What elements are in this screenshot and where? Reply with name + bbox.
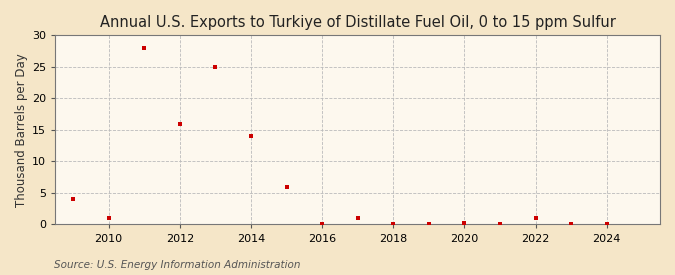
Point [281, 185, 292, 189]
Point [210, 65, 221, 69]
Point [566, 221, 576, 226]
Text: Source: U.S. Energy Information Administration: Source: U.S. Energy Information Administ… [54, 260, 300, 270]
Point [103, 216, 114, 220]
Point [601, 221, 612, 226]
Point [246, 134, 256, 138]
Point [139, 46, 150, 50]
Point [495, 221, 506, 226]
Point [317, 221, 327, 226]
Point [423, 221, 434, 226]
Point [352, 216, 363, 220]
Y-axis label: Thousand Barrels per Day: Thousand Barrels per Day [15, 53, 28, 207]
Point [388, 221, 399, 226]
Point [68, 197, 78, 202]
Title: Annual U.S. Exports to Turkiye of Distillate Fuel Oil, 0 to 15 ppm Sulfur: Annual U.S. Exports to Turkiye of Distil… [100, 15, 616, 30]
Point [174, 121, 185, 126]
Point [459, 220, 470, 225]
Point [530, 216, 541, 220]
